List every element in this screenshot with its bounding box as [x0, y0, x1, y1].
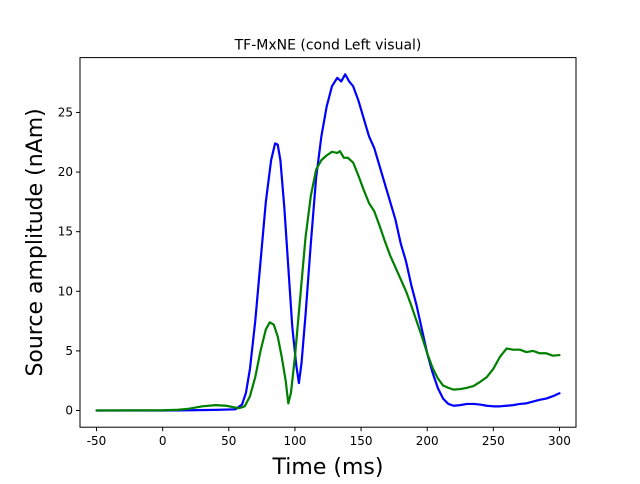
y-tick-label: 20: [58, 165, 73, 179]
x-axis-label: Time (ms): [272, 455, 384, 480]
x-tick-label: 100: [283, 434, 306, 448]
x-tick-label: 0: [159, 434, 167, 448]
x-tick-label: 300: [548, 434, 571, 448]
series-line-1: [95, 73, 561, 412]
x-tick-label: 150: [350, 434, 373, 448]
y-axis-label: Source amplitude (nAm): [23, 108, 48, 376]
x-tick-label: 250: [482, 434, 505, 448]
y-tick-label: 0: [65, 404, 73, 418]
y-tick-label: 25: [58, 105, 73, 119]
y-tick-label: 5: [65, 344, 73, 358]
y-tick-label: 15: [58, 225, 73, 239]
x-tick-label: 200: [416, 434, 439, 448]
x-tick-label: -50: [87, 434, 107, 448]
x-tick-label: 50: [221, 434, 236, 448]
y-tick-label: 10: [58, 284, 73, 298]
chart-title: TF-MxNE (cond Left visual): [234, 38, 422, 54]
axes-frame: [79, 57, 577, 428]
plot-area: -50 0 50 100 150 200 250 300 0 5 10 15 20 25: [58, 73, 571, 448]
series-line-2: [95, 150, 561, 412]
